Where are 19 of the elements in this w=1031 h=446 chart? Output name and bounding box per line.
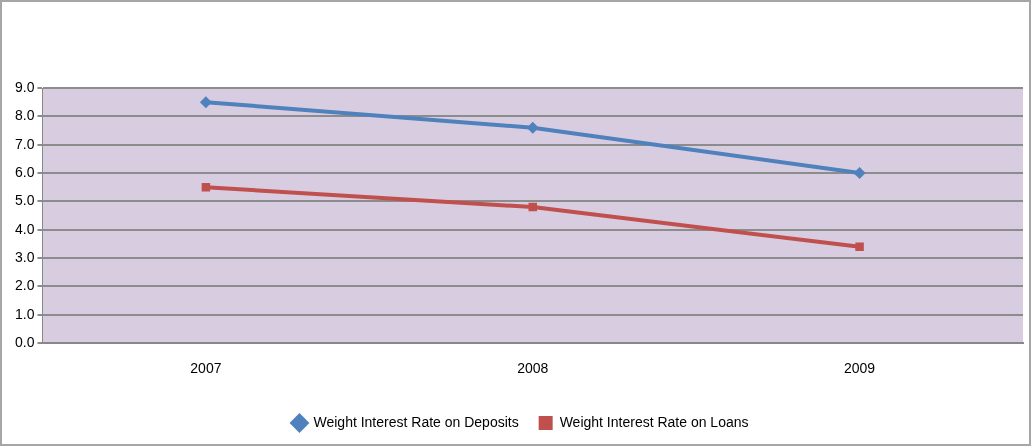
point xyxy=(199,96,212,109)
y-tick-label: 7.0 xyxy=(14,135,35,152)
y-tick-label: 6.0 xyxy=(14,163,35,180)
x-tick-label: 2007 xyxy=(190,360,222,377)
y-tick-label: 5.0 xyxy=(14,192,35,209)
legend-label: Weight Interest Rate on Deposits xyxy=(313,413,519,430)
y-tick-label: 3.0 xyxy=(14,248,35,265)
x-tick-label: 2009 xyxy=(844,360,876,377)
y-tick-label: 2.0 xyxy=(14,277,35,294)
y-tick-label: 8.0 xyxy=(14,107,35,124)
point xyxy=(528,202,537,212)
y-tick-label: 4.0 xyxy=(14,220,35,237)
y-tick-label: 0.0 xyxy=(14,334,35,351)
y-tick-label: 1.0 xyxy=(14,305,35,322)
point xyxy=(855,242,864,252)
point xyxy=(853,167,866,180)
y-tick-label: 9.0 xyxy=(14,78,35,95)
x-tick-label: 2008 xyxy=(517,360,549,377)
legend-label: Weight Interest Rate on Loans xyxy=(559,413,749,430)
